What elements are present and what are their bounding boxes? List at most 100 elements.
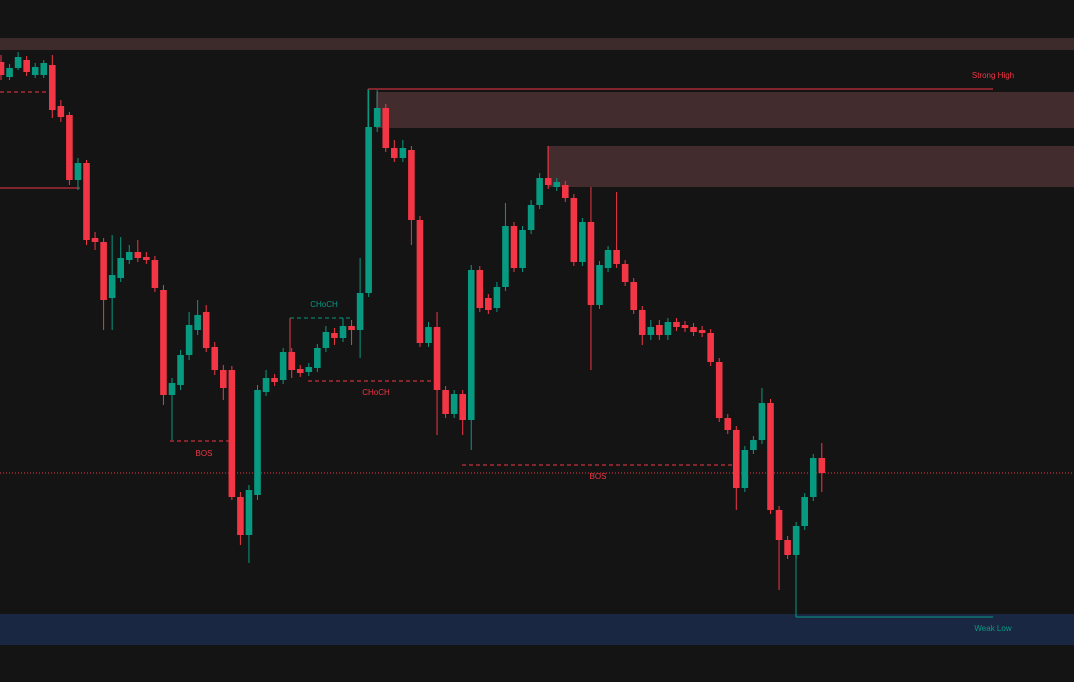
candle-body [784,540,791,555]
candle-body [493,287,501,308]
candle-body [656,325,663,335]
candle-body [613,250,620,264]
candle-body [527,205,535,230]
candle-body [365,127,372,293]
candle-body [485,298,492,310]
candle-body [467,270,475,420]
candle-body [476,270,484,308]
candle-body [673,322,680,327]
candle-body [202,312,210,348]
zone [0,614,1074,645]
candle-body [459,394,466,420]
candle-body [168,383,176,395]
candle-body [519,230,526,268]
candle-body [399,148,407,158]
candle-body [91,238,99,242]
candle-body [579,222,586,262]
candle-body [690,327,697,332]
candle-body [809,458,817,497]
candle-body [211,347,219,370]
candle-body [228,370,236,497]
candle-body [707,333,714,362]
candle-body [698,330,706,333]
candle-body [108,275,116,298]
zone [548,146,1074,187]
candle-body [442,390,449,414]
candle-body [305,367,313,372]
candle-body [750,440,757,450]
candle-body [373,108,381,127]
candle-body [83,163,90,240]
level-label: CHoCH [362,388,390,397]
candle-body [818,458,826,473]
zone [0,38,1074,50]
level-label: Strong High [972,71,1014,80]
candle-body [724,418,732,430]
candle-body [450,394,458,414]
candle-body [767,403,774,510]
candle-body [100,242,107,300]
candle-body [23,60,30,72]
candle-body [596,265,603,305]
candle-body [801,497,808,526]
candle-body [134,252,142,258]
candle-body [408,150,415,220]
candle-body [160,290,167,395]
candle-body [296,369,304,373]
candle-body [339,326,347,338]
candle-body [14,57,22,68]
level-label: BOS [590,472,607,481]
candle-body [279,352,287,380]
candle-body [758,403,766,440]
candle-body [416,220,424,343]
candle-body [510,226,518,268]
candle-body [647,327,655,335]
candle-body [6,68,13,77]
candle-body [433,327,441,390]
candle-body [314,348,321,368]
candle-body [630,282,637,310]
level-label: BOS [196,449,213,458]
candle-body [331,333,338,338]
candle-body [664,322,672,335]
zone [376,92,1074,128]
candle-body [220,370,227,388]
candle-body [348,326,355,330]
candle-body [544,178,552,185]
candle-body [288,352,295,370]
candle-body [0,62,5,75]
candle-body [185,325,193,355]
candle-body [638,310,646,335]
candle-body [322,332,330,348]
candle-body [570,198,578,262]
candle-body [391,148,398,158]
candle-body [536,178,543,205]
candle-body [604,250,612,268]
candle-body [194,315,201,330]
candle-body [553,182,561,187]
candle-body [237,497,244,535]
candle-body [356,293,364,330]
candle-body [502,226,509,287]
candle-body [177,355,184,385]
candle-body [49,65,56,110]
candle-body [151,260,159,288]
candle-body [262,378,270,392]
candle-body [271,378,278,382]
candle-body [125,252,133,260]
candle-body [775,510,783,540]
level-label: Weak Low [974,624,1011,633]
candle-body [66,115,73,180]
candle-body [117,258,124,278]
candle-body [733,430,740,488]
candle-body [587,222,595,305]
candle-body [245,490,253,535]
candle-body [621,264,629,282]
candle-body [681,325,689,328]
candle-body [382,108,390,148]
candle-body [562,185,569,198]
candle-body [792,526,800,555]
candle-body [143,257,150,260]
